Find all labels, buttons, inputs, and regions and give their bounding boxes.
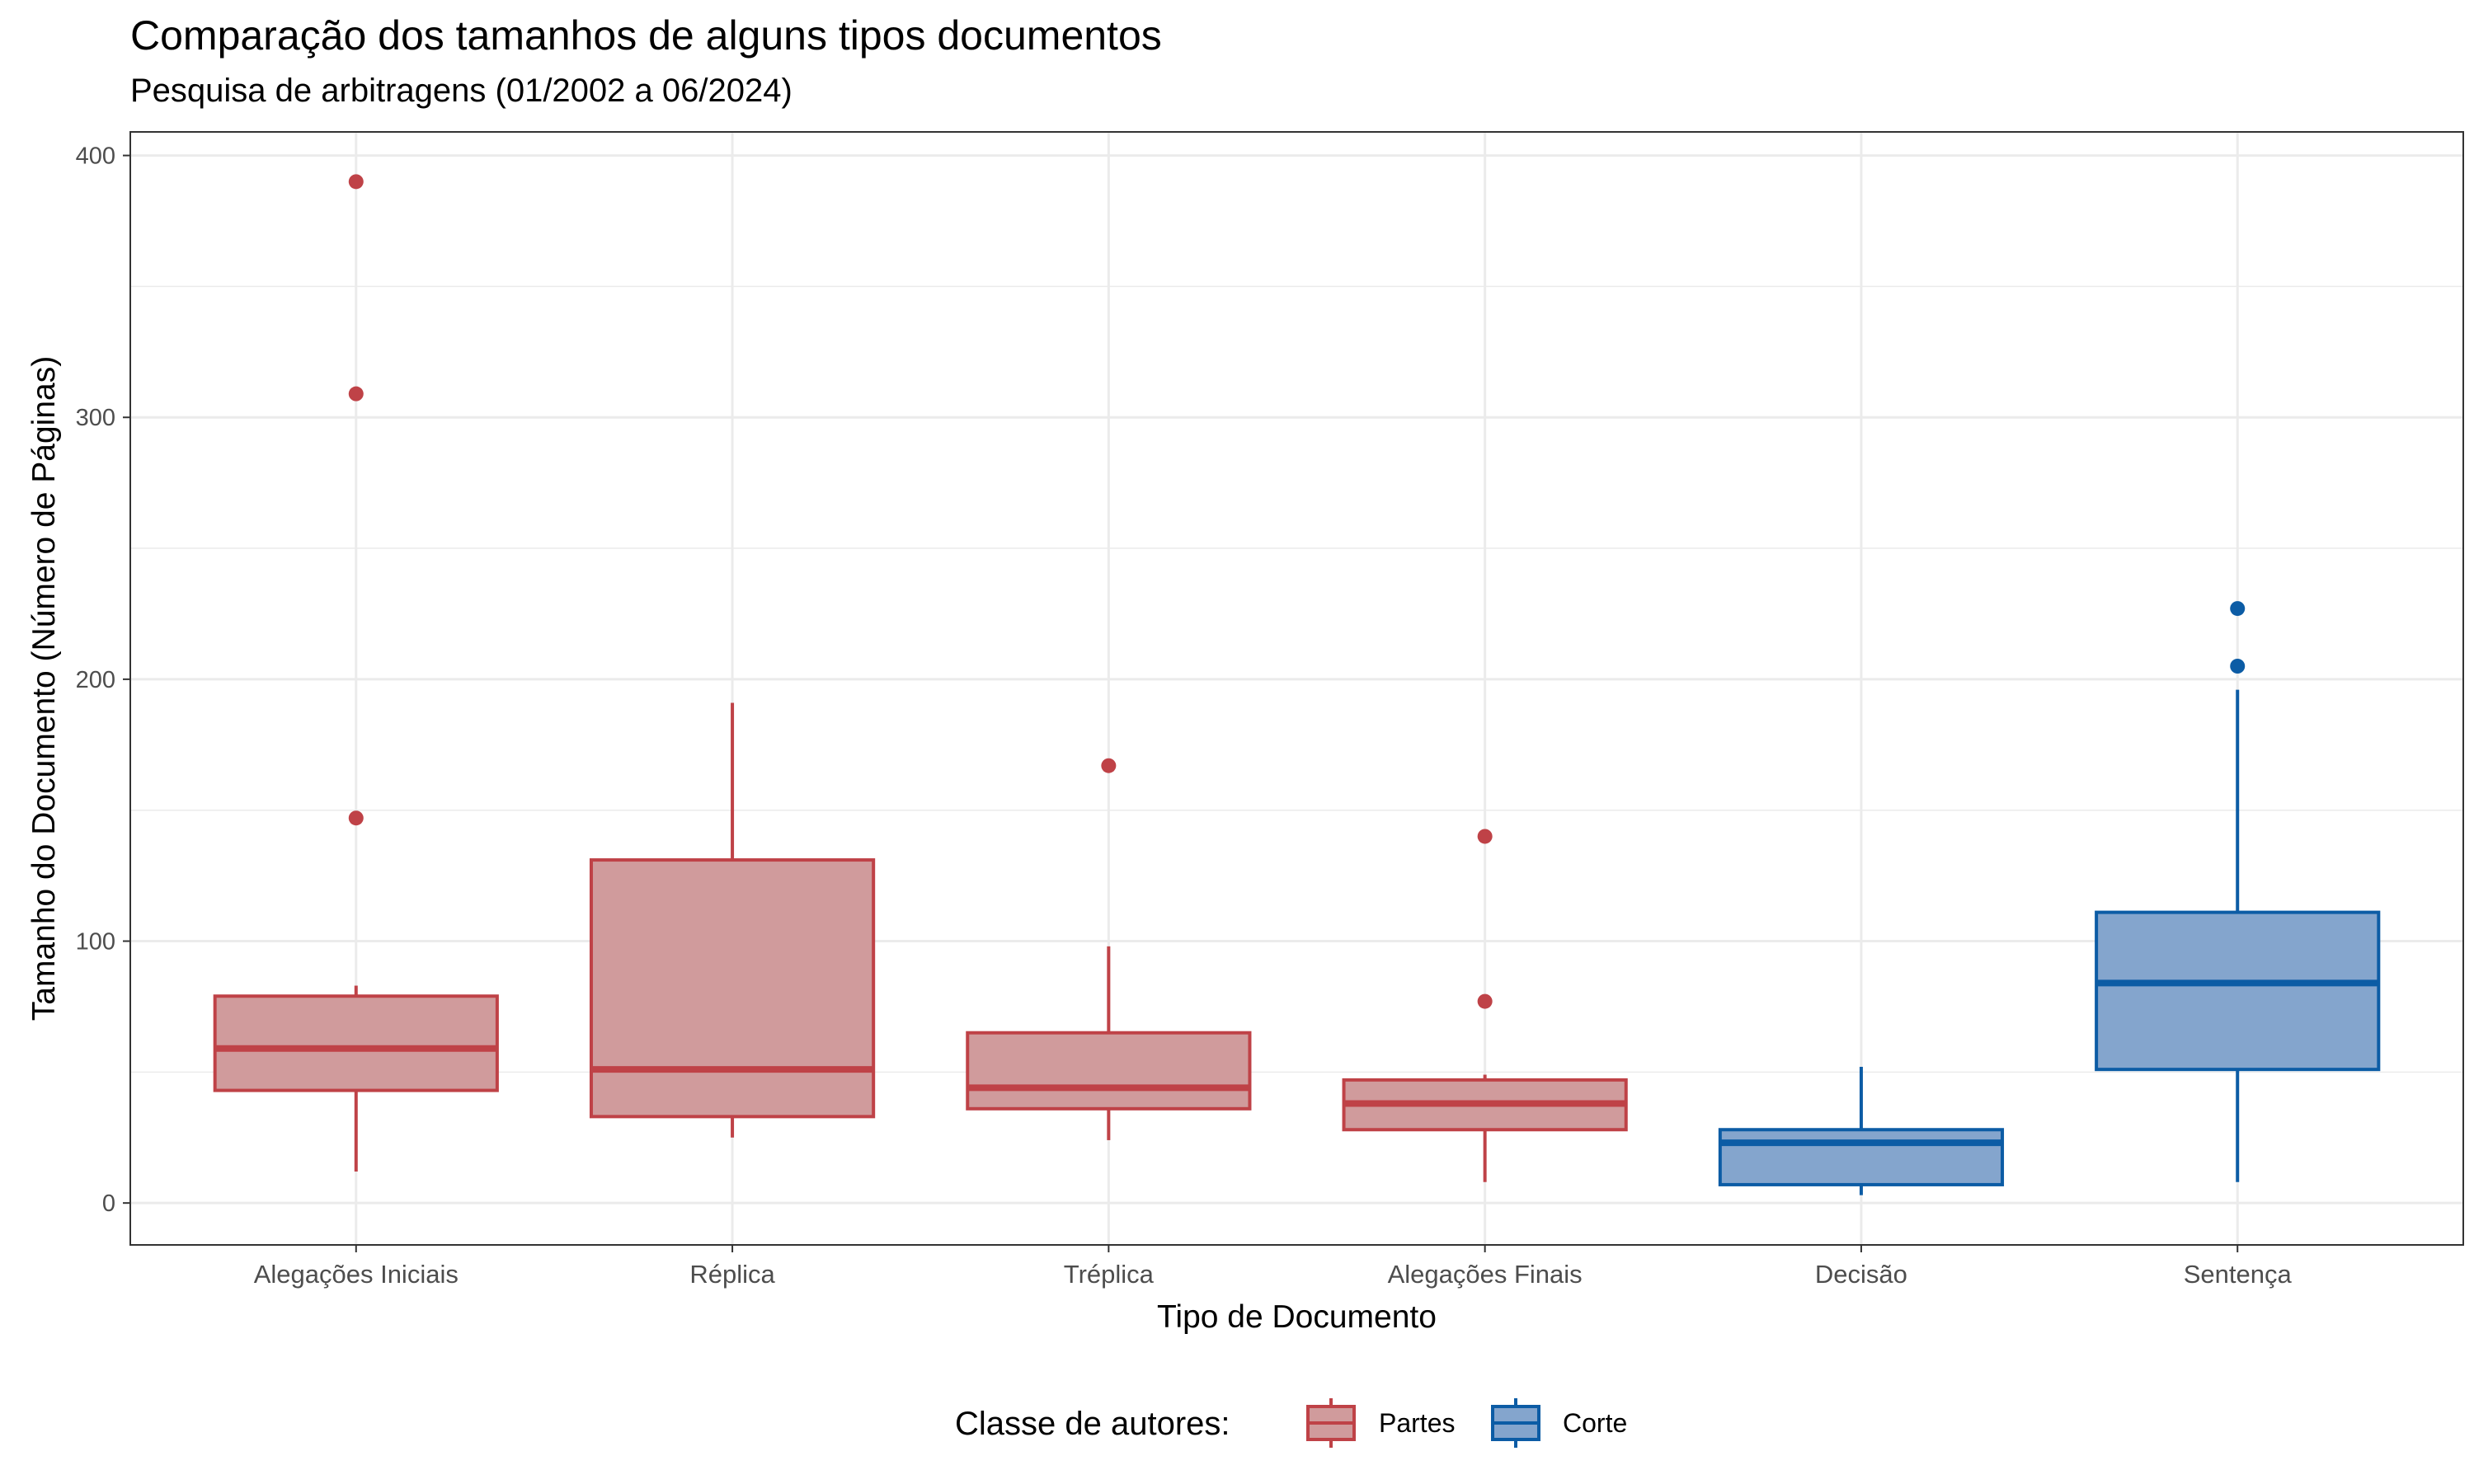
- chart-subtitle: Pesquisa de arbitragens (01/2002 a 06/20…: [130, 73, 793, 109]
- box-partes: [1342, 829, 1628, 1182]
- box-outlier: [2230, 601, 2246, 617]
- box-outlier: [348, 174, 364, 190]
- box-outlier: [348, 810, 364, 826]
- box-outlier: [348, 386, 364, 402]
- box-outlier: [2230, 659, 2246, 674]
- y-tick-label: 400: [76, 143, 115, 170]
- x-tick-label: Alegações Iniciais: [254, 1260, 459, 1289]
- box-iqr: [1718, 1128, 2005, 1186]
- y-tick-label: 0: [102, 1190, 115, 1217]
- legend-title: Classe de autores:: [955, 1406, 1230, 1442]
- box-corte: [2095, 601, 2381, 1182]
- x-tick-label: Alegações Finais: [1388, 1260, 1583, 1289]
- x-tick-label: Tréplica: [1064, 1260, 1155, 1289]
- y-axis-title: Tamanho do Documento (Número de Páginas): [26, 356, 62, 1021]
- y-tick-label: 300: [76, 405, 115, 431]
- x-axis-title: Tipo de Documento: [1157, 1299, 1437, 1335]
- grid-lines: [130, 132, 2463, 1245]
- x-tick-label: Sentença: [2184, 1260, 2293, 1289]
- y-tick-label: 200: [76, 667, 115, 693]
- box-iqr: [589, 858, 876, 1119]
- box-outlier: [1477, 829, 1493, 844]
- boxes: [213, 174, 2381, 1195]
- x-tick-label: Decisão: [1815, 1260, 1907, 1289]
- legend: Classe de autores: Partes Corte: [955, 1398, 1627, 1448]
- box-partes: [213, 174, 499, 1172]
- box-outlier: [1477, 993, 1493, 1009]
- legend-label: Partes: [1379, 1408, 1455, 1438]
- box-iqr: [2095, 910, 2381, 1072]
- y-axis-ticks: 0 100 200 300 400: [76, 143, 130, 1217]
- y-tick-label: 100: [76, 929, 115, 956]
- x-tick-label: Réplica: [689, 1260, 775, 1289]
- x-axis-ticks: Alegações Iniciais Réplica Tréplica Alegaçõ…: [254, 1245, 2293, 1289]
- box-partes: [966, 758, 1252, 1140]
- panel-border: [129, 131, 2464, 1246]
- box-corte: [1718, 1067, 2005, 1195]
- box-outlier: [1101, 758, 1117, 773]
- chart-title: Comparação dos tamanhos de alguns tipos …: [130, 12, 1162, 59]
- legend-label: Corte: [1563, 1408, 1627, 1438]
- box-partes: [589, 702, 876, 1138]
- box-iqr: [213, 994, 499, 1092]
- box-iqr: [966, 1031, 1252, 1111]
